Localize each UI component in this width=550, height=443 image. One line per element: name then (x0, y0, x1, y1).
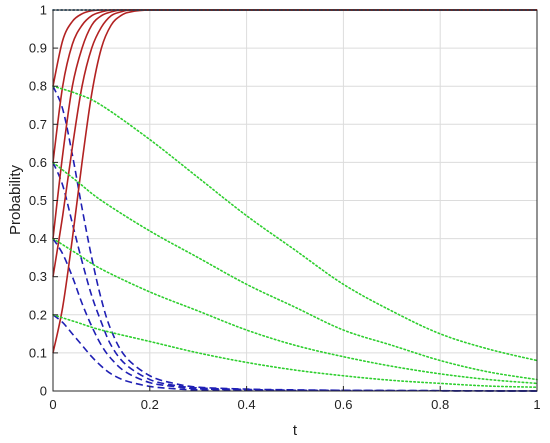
y-axis-ticks: 0 0.1 0.2 0.3 0.4 0.5 0.6 0.7 0.8 0.9 1 (29, 3, 58, 399)
y-tick-label: 0.8 (29, 79, 47, 94)
x-tick-label: 0.8 (431, 397, 449, 412)
series-line-dashed-2 (52, 238, 538, 392)
y-axis-label: Probability (7, 164, 24, 235)
x-tick-label: 0 (49, 397, 56, 412)
series-line-dotted-12 (52, 314, 538, 388)
x-axis-label: t (293, 422, 298, 439)
x-axis-ticks: 0 0.2 0.4 0.6 0.8 1 (49, 386, 541, 412)
x-tick-label: 1 (533, 397, 540, 412)
x-tick-label: 0.2 (141, 397, 159, 412)
y-tick-label: 0 (40, 384, 47, 399)
y-tick-label: 0.6 (29, 155, 47, 170)
series-line-dashed-0 (52, 85, 538, 392)
y-tick-label: 0.4 (29, 231, 47, 246)
y-tick-label: 0.9 (29, 41, 47, 56)
y-tick-label: 0.5 (29, 193, 47, 208)
series-line-solid-8 (52, 9, 537, 354)
x-tick-label: 0.4 (238, 397, 256, 412)
grid-lines (52, 9, 538, 392)
y-tick-label: 1 (40, 3, 47, 18)
y-tick-label: 0.3 (29, 269, 47, 284)
series-line-dotted-11 (52, 237, 538, 385)
series-line-dotted-9 (52, 85, 538, 362)
y-tick-label: 0.2 (29, 307, 47, 322)
y-tick-label: 0.1 (29, 345, 47, 360)
series-line-solid-7 (52, 9, 537, 277)
y-tick-label: 0.7 (29, 117, 47, 132)
series-line-dotted-10 (52, 161, 538, 381)
x-tick-label: 0.6 (334, 397, 352, 412)
